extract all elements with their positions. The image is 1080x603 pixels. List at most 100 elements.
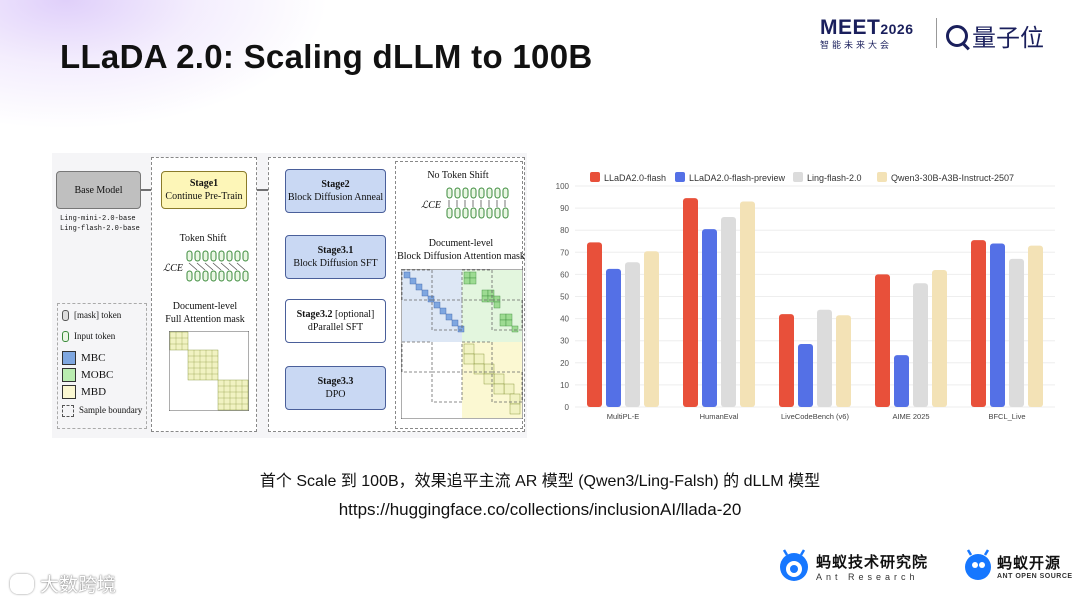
block-attn-line1: Document-level (428, 238, 494, 249)
bar (932, 269, 947, 407)
legend-swatch (877, 172, 887, 182)
base-model-notes: Ling-mini-2.0-base Ling-flash-2.0-base (60, 214, 140, 234)
y-tick-label: 10 (560, 381, 569, 390)
bar (1009, 258, 1024, 407)
meet-main: MEET (820, 16, 881, 39)
ant-oss-logo: 蚂蚁开源 ANT OPEN SOURCE (962, 549, 1073, 583)
qbit-q-icon (946, 24, 968, 47)
y-tick-label: 80 (560, 226, 569, 235)
legend-input-token: Input token (74, 331, 116, 341)
block-diffusion-mask (401, 269, 523, 419)
qbit-logo: 量子位 (946, 18, 1044, 53)
watermark-icon (10, 573, 34, 594)
full-attn-line1: Document-level (172, 301, 238, 312)
full-attn-line2: Full Attention mask (165, 314, 245, 325)
stage31-node: Stage3.1 Block Diffusion SFT (285, 235, 386, 279)
ant-oss-cn: 蚂蚁开源 (997, 555, 1062, 572)
top-left-glow (0, 0, 330, 130)
bar (817, 309, 832, 407)
stage33-title: Stage3.3 (317, 376, 354, 387)
no-token-shift-label: No Token Shift (427, 170, 489, 181)
watermark: 大数跨境 (10, 570, 116, 597)
caption-line1: 首个 Scale 到 100B，效果追平主流 AR 模型 (Qwen3/Ling… (259, 473, 821, 490)
bar (683, 198, 698, 407)
mbd-swatch (62, 385, 76, 399)
bar (740, 201, 755, 407)
stage31-sub: Block Diffusion SFT (293, 258, 378, 269)
bar (798, 344, 813, 407)
y-tick-label: 30 (560, 337, 569, 346)
y-tick-label: 0 (565, 403, 570, 412)
stage2-sub: Block Diffusion Anneal (287, 192, 384, 203)
logo-divider (936, 18, 937, 48)
stage32-node: Stage3.2 [optional] dParallel SFT (285, 299, 386, 343)
caption-url[interactable]: https://huggingface.co/collections/inclu… (338, 500, 742, 519)
legend-mbd: MBD (81, 385, 107, 398)
bar (1028, 245, 1043, 407)
sample-boundary-icon (62, 404, 74, 417)
legend-mask-token: [mask] token (74, 310, 122, 320)
stage33-node: Stage3.3 DPO (285, 366, 386, 410)
ant-research-cn: 蚂蚁技术研究院 (816, 553, 929, 571)
bar (644, 251, 659, 407)
x-tick-label: MultiPL-E (607, 412, 640, 421)
stage32-opt: [optional] (334, 309, 375, 320)
base-note-mini: Ling-mini-2.0-base (60, 215, 136, 223)
mobc-swatch (62, 368, 76, 382)
stage33-sub: DPO (325, 389, 346, 400)
block-attn-line2: Block Diffusion Attention mask (397, 251, 525, 262)
legend-label: Qwen3-30B-A3B-Instruct-2507 (891, 173, 1014, 183)
legend-mobc: MOBC (81, 368, 114, 381)
legend-box (57, 303, 147, 429)
mbc-swatch (62, 351, 76, 365)
stage1-sub: Continue Pre-Train (165, 191, 243, 202)
base-model-label: Base Model (74, 184, 123, 196)
y-tick-label: 90 (560, 204, 569, 213)
y-tick-label: 60 (560, 270, 569, 279)
input-token-icon (62, 331, 69, 342)
lce-label-2: ℒCE (421, 200, 441, 211)
bar (836, 315, 851, 407)
stage31-title: Stage3.1 (317, 245, 354, 256)
stage32-sub: dParallel SFT (307, 322, 364, 333)
meet-year: 2026 (880, 21, 914, 37)
bar (894, 355, 909, 407)
bar (779, 314, 794, 407)
watermark-text: 大数跨境 (40, 575, 117, 596)
bar (990, 243, 1005, 407)
x-tick-label: LiveCodeBench (v6) (781, 412, 849, 421)
legend-label: LLaDA2.0-flash (604, 173, 666, 183)
bar (606, 268, 621, 407)
base-model-node: Base Model (56, 171, 141, 209)
ant-research-icon (780, 549, 808, 581)
legend-sample-boundary: Sample boundary (79, 405, 143, 415)
bar (625, 262, 640, 407)
token-shift-tokens (186, 250, 249, 282)
ant-research-logo: 蚂蚁技术研究院 Ant Research (777, 549, 928, 583)
slide-title: LLaDA 2.0: Scaling dLLM to 100B (60, 38, 593, 75)
legend-label: Ling-flash-2.0 (807, 173, 862, 183)
ant-oss-icon (965, 549, 991, 580)
x-tick-label: HumanEval (700, 412, 739, 421)
legend: [mask] token Input token MBC MOBC MBD Sa… (62, 309, 142, 417)
bar (913, 283, 928, 407)
bar (587, 242, 602, 407)
y-tick-label: 20 (560, 359, 569, 368)
y-tick-label: 40 (560, 315, 569, 324)
x-tick-label: AIME 2025 (892, 412, 929, 421)
bar (702, 229, 717, 407)
token-shift-label: Token Shift (179, 233, 227, 244)
y-tick-label: 70 (560, 248, 569, 257)
legend-swatch (590, 172, 600, 182)
base-note-flash: Ling-flash-2.0-base (60, 225, 140, 233)
bar (875, 274, 890, 407)
full-attention-label: Document-level Full Attention mask (157, 300, 253, 326)
mask-token-icon (62, 310, 69, 321)
ant-research-en: Ant Research (816, 571, 919, 582)
stage32-title: Stage3.2 (296, 309, 333, 320)
stage2-title: Stage2 (321, 179, 350, 190)
full-attention-mask (169, 331, 249, 411)
stage2-node: Stage2 Block Diffusion Anneal (285, 169, 386, 213)
bar (721, 216, 736, 407)
benchmark-chart: LLaDA2.0-flash LLaDA2.0-flash-preview Ling… (545, 143, 1070, 433)
